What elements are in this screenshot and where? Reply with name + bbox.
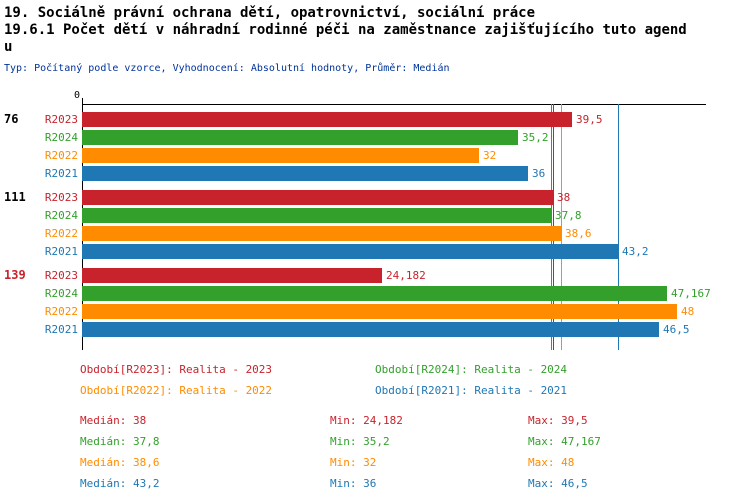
chart-meta-line: Typ: Počítaný podle vzorce, Vyhodnocení:… [4, 63, 450, 74]
bar-value-label: 24,182 [386, 269, 426, 282]
series-label: R2021 [44, 323, 78, 336]
bar-value-label: 46,5 [663, 323, 690, 336]
bar-value-label: 38,6 [565, 227, 592, 240]
bar-value-label: 38 [557, 191, 571, 204]
stat-min-r2023: Min: 24,182 [330, 414, 403, 427]
bar-value-label: 48 [681, 305, 695, 318]
stat-min-r2021: Min: 36 [330, 477, 377, 490]
axis-origin-label: 0 [73, 90, 80, 101]
stat-min-r2022: Min: 32 [330, 456, 377, 469]
bar-value-label: 37,8 [555, 209, 582, 222]
group-label: 111 [4, 190, 26, 204]
legend-item-r2024: Období[R2024]: Realita - 2024 [375, 363, 568, 376]
stat-median-r2024: Medián: 37,8 [80, 435, 160, 448]
series-label: R2022 [44, 305, 78, 318]
series-label: R2022 [44, 227, 78, 240]
legend-item-r2023: Období[R2023]: Realita - 2023 [80, 363, 273, 376]
chart-subtitle: 19.6.1 Počet dětí v náhradní rodinné péč… [4, 22, 687, 55]
stat-max-r2024: Max: 47,167 [528, 435, 601, 448]
bar [82, 244, 618, 259]
median-line-r2021 [618, 104, 619, 350]
bar [82, 148, 479, 163]
series-label: R2023 [44, 113, 78, 126]
series-label: R2021 [44, 167, 78, 180]
stat-max-r2021: Max: 46,5 [528, 477, 588, 490]
bar [82, 190, 553, 205]
series-label: R2021 [44, 245, 78, 258]
stat-min-r2024: Min: 35,2 [330, 435, 390, 448]
bar [82, 166, 528, 181]
series-label: R2024 [44, 131, 78, 144]
bar [82, 130, 518, 145]
series-label: R2024 [44, 287, 78, 300]
bar [82, 208, 551, 223]
bar [82, 322, 659, 337]
bar [82, 304, 677, 319]
axis-line-top [82, 104, 706, 105]
bar-value-label: 39,5 [576, 113, 603, 126]
bar-value-label: 35,2 [522, 131, 549, 144]
legend-item-r2022: Období[R2022]: Realita - 2022 [80, 384, 273, 397]
axis-tick [82, 98, 83, 104]
bar-value-label: 36 [532, 167, 546, 180]
bar-value-label: 43,2 [622, 245, 649, 258]
bar [82, 286, 667, 301]
bar-value-label: 47,167 [671, 287, 711, 300]
series-label: R2024 [44, 209, 78, 222]
median-line-r2022 [561, 104, 562, 350]
bar [82, 226, 561, 241]
page-title: 19. Sociálně právní ochrana dětí, opatro… [4, 5, 536, 21]
stat-max-r2023: Max: 39,5 [528, 414, 588, 427]
stat-median-r2023: Medián: 38 [80, 414, 147, 427]
series-label: R2023 [44, 191, 78, 204]
group-label: 76 [4, 112, 19, 126]
series-label: R2023 [44, 269, 78, 282]
bar-value-label: 32 [483, 149, 497, 162]
stat-median-r2022: Medián: 38,6 [80, 456, 160, 469]
series-label: R2022 [44, 149, 78, 162]
bar [82, 268, 382, 283]
stat-median-r2021: Medián: 43,2 [80, 477, 160, 490]
stat-max-r2022: Max: 48 [528, 456, 575, 469]
bar [82, 112, 572, 127]
legend-item-r2021: Období[R2021]: Realita - 2021 [375, 384, 568, 397]
group-label: 139 [4, 268, 26, 282]
